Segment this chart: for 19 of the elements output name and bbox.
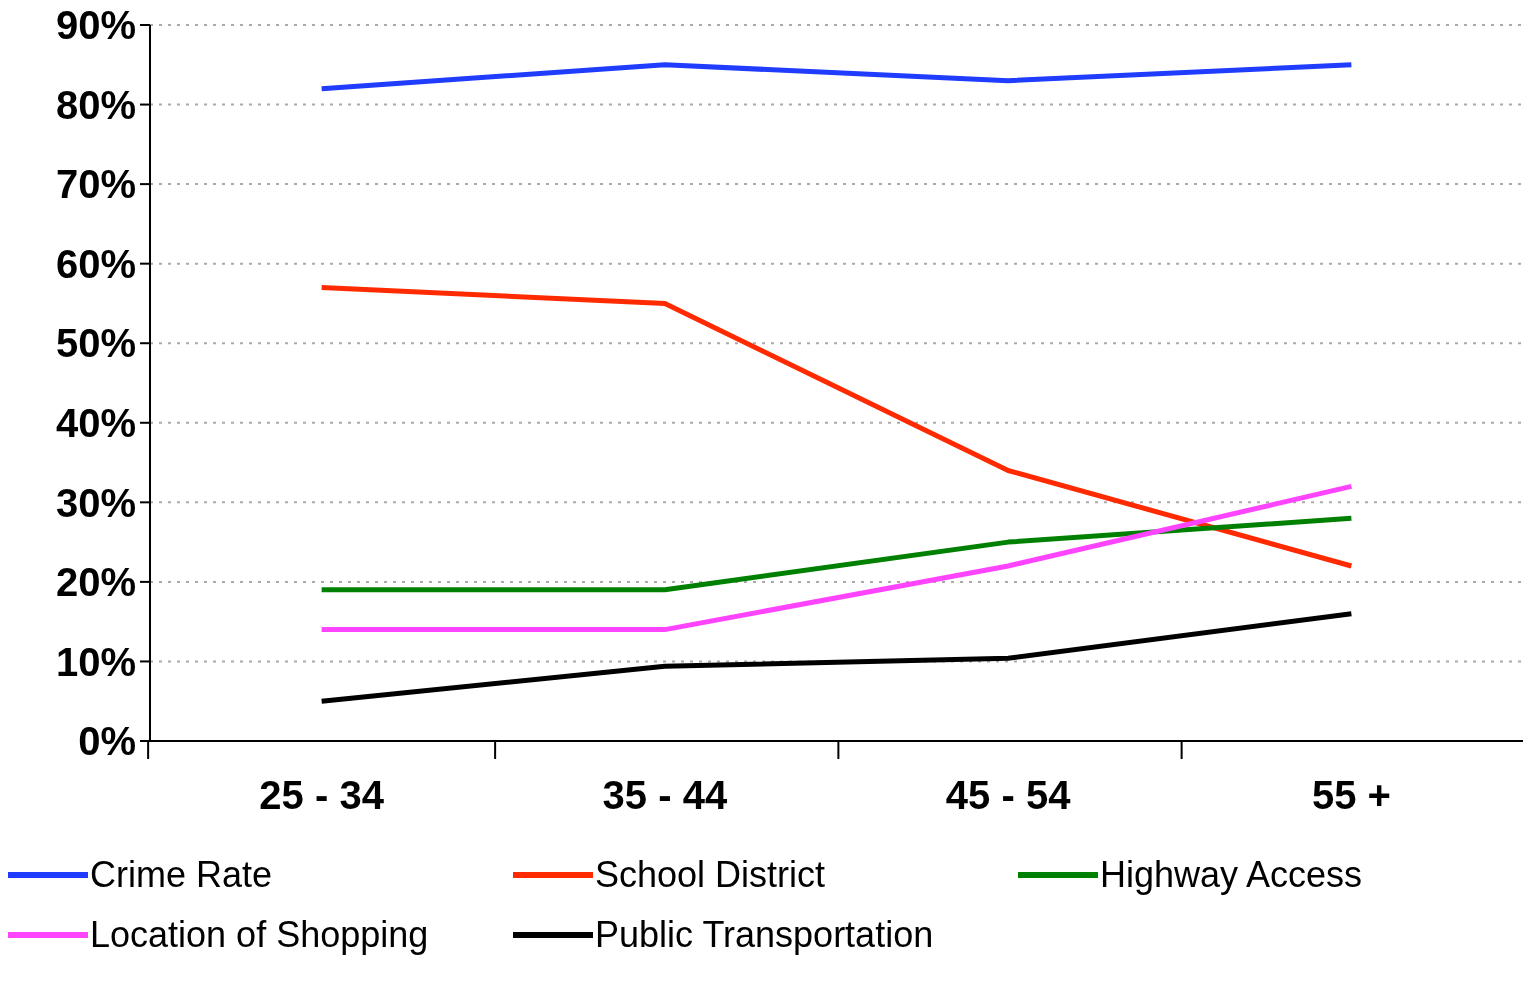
y-tick-label: 10% xyxy=(55,639,136,684)
y-tick-label: 70% xyxy=(55,162,136,207)
y-tick-label: 80% xyxy=(55,82,136,127)
y-tick-label: 0% xyxy=(78,719,136,764)
x-tick-label: 25 - 34 xyxy=(259,773,385,817)
y-tick-label: 90% xyxy=(55,3,136,48)
x-tick-label: 35 - 44 xyxy=(602,773,728,817)
y-tick-label: 20% xyxy=(55,560,136,605)
legend-label: School District xyxy=(595,854,826,896)
legend-label: Location of Shopping xyxy=(90,914,429,956)
legend-label: Highway Access xyxy=(1100,854,1363,896)
y-tick-label: 40% xyxy=(55,400,136,445)
x-tick-label: 45 - 54 xyxy=(945,773,1072,817)
legend-label: Crime Rate xyxy=(90,854,273,896)
x-tick-label: 55 + xyxy=(1311,773,1391,817)
legend-label: Public Transportation xyxy=(595,914,934,956)
y-tick-label: 50% xyxy=(55,321,136,366)
y-tick-label: 30% xyxy=(55,480,136,525)
y-tick-label: 60% xyxy=(55,241,136,286)
